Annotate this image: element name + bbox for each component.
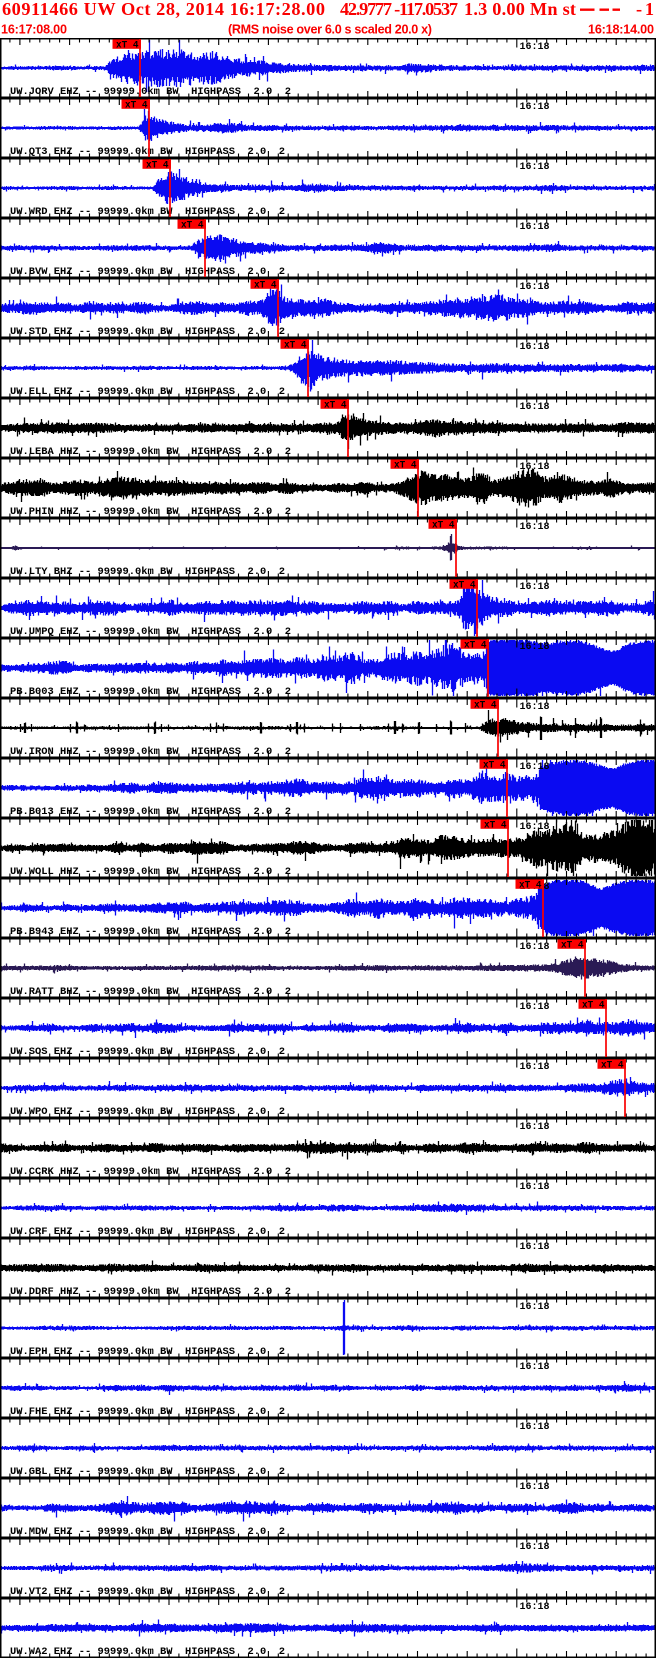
svg-text:PB.B943 EHZ -- 99999.0km BW H: PB.B943 EHZ -- 99999.0km BW HIGHPASS 2.0… xyxy=(10,926,291,938)
svg-text:16:17:08.00: 16:17:08.00 xyxy=(1,23,67,37)
svg-text:xT 4: xT 4 xyxy=(464,640,487,651)
svg-text:xT 4: xT 4 xyxy=(483,760,506,771)
svg-text:xT 4: xT 4 xyxy=(181,220,204,231)
svg-text:UW.WOLL HHZ -- 99999.0km BW H: UW.WOLL HHZ -- 99999.0km BW HIGHPASS 2.0… xyxy=(10,866,291,878)
svg-text:UW.LEBA HHZ -- 99999.0km BW H: UW.LEBA HHZ -- 99999.0km BW HIGHPASS 2.0… xyxy=(10,446,291,458)
svg-text:xT 4: xT 4 xyxy=(254,280,277,291)
svg-text:PB.B013 EHZ -- 99999.0km BW H: PB.B013 EHZ -- 99999.0km BW HIGHPASS 2.0… xyxy=(10,806,291,818)
svg-text:xT 4: xT 4 xyxy=(561,940,584,951)
svg-text:UW.STD EHZ -- 99999.0km BW HI: UW.STD EHZ -- 99999.0km BW HIGHPASS 2.0 … xyxy=(10,326,285,338)
svg-text:UW.WRD EHZ -- 99999.0km BW HI: UW.WRD EHZ -- 99999.0km BW HIGHPASS 2.0 … xyxy=(10,206,285,218)
svg-text:UW.DDRF HHZ -- 99999.0km BW H: UW.DDRF HHZ -- 99999.0km BW HIGHPASS 2.0… xyxy=(10,1286,291,1298)
svg-text:UW.SOS EHZ -- 99999.0km BW HI: UW.SOS EHZ -- 99999.0km BW HIGHPASS 2.0 … xyxy=(10,1046,285,1058)
svg-text:xT 4: xT 4 xyxy=(484,820,507,831)
svg-text:UW.CCRK HHZ -- 99999.0km BW H: UW.CCRK HHZ -- 99999.0km BW HIGHPASS 2.0… xyxy=(10,1166,291,1178)
svg-text:xT 4: xT 4 xyxy=(116,40,139,51)
svg-text:UW.FHE EHZ -- 99999.0km BW HI: UW.FHE EHZ -- 99999.0km BW HIGHPASS 2.0 … xyxy=(10,1406,285,1418)
svg-text:UW.JORV EHZ -- 99999.0km BW H: UW.JORV EHZ -- 99999.0km BW HIGHPASS 2.0… xyxy=(10,86,291,98)
svg-text:xT 4: xT 4 xyxy=(324,400,347,411)
svg-text:xT 4: xT 4 xyxy=(519,880,542,891)
svg-text:UW.EPH EHZ -- 99999.0km BW HI: UW.EPH EHZ -- 99999.0km BW HIGHPASS 2.0 … xyxy=(10,1346,285,1358)
svg-text:UW.CRF EHZ -- 99999.0km BW HI: UW.CRF EHZ -- 99999.0km BW HIGHPASS 2.0 … xyxy=(10,1226,285,1238)
svg-text:UW.BVW EHZ -- 99999.0km BW HI: UW.BVW EHZ -- 99999.0km BW HIGHPASS 2.0 … xyxy=(10,266,285,278)
svg-text:UW.ELL EHZ -- 99999.0km BW HI: UW.ELL EHZ -- 99999.0km BW HIGHPASS 2.0 … xyxy=(10,386,285,398)
svg-text:UW.MDW EHZ -- 99999.0km BW HI: UW.MDW EHZ -- 99999.0km BW HIGHPASS 2.0 … xyxy=(10,1526,285,1538)
svg-text:UW.IRON HHZ -- 99999.0km BW H: UW.IRON HHZ -- 99999.0km BW HIGHPASS 2.0… xyxy=(10,746,291,758)
svg-text:UW.QT3 EHZ -- 99999.0km BW HI: UW.QT3 EHZ -- 99999.0km BW HIGHPASS 2.0 … xyxy=(10,146,285,158)
svg-text:UW.PHIN HHZ -- 99999.0km BW H: UW.PHIN HHZ -- 99999.0km BW HIGHPASS 2.0… xyxy=(10,506,291,518)
svg-text:UW.WPO EHZ -- 99999.0km BW HI: UW.WPO EHZ -- 99999.0km BW HIGHPASS 2.0 … xyxy=(10,1106,285,1118)
svg-text:xT 4: xT 4 xyxy=(432,520,455,531)
svg-text:xT 4: xT 4 xyxy=(601,1060,624,1071)
svg-text:(RMS noise over 6.0 s scaled 2: (RMS noise over 6.0 s scaled 20.0 x) xyxy=(228,23,432,37)
svg-text:xT 4: xT 4 xyxy=(146,160,169,171)
svg-text:UW.LTY BHZ -- 99999.0km BW HI: UW.LTY BHZ -- 99999.0km BW HIGHPASS 2.0 … xyxy=(10,566,285,578)
svg-text:UW.GBL EHZ -- 99999.0km BW HI: UW.GBL EHZ -- 99999.0km BW HIGHPASS 2.0 … xyxy=(10,1466,285,1478)
svg-text:UW.VT2 EHZ -- 99999.0km BW HI: UW.VT2 EHZ -- 99999.0km BW HIGHPASS 2.0 … xyxy=(10,1586,285,1598)
svg-text:xT 4: xT 4 xyxy=(394,460,417,471)
svg-text:16:18:14.00: 16:18:14.00 xyxy=(588,23,654,37)
svg-text:xT 4: xT 4 xyxy=(474,700,497,711)
svg-text:xT 4: xT 4 xyxy=(453,580,476,591)
svg-text:xT 4: xT 4 xyxy=(284,340,307,351)
svg-text:xT 4: xT 4 xyxy=(582,1000,605,1011)
svg-text:UW.WA2 EHZ -- 99999.0km BW HI: UW.WA2 EHZ -- 99999.0km BW HIGHPASS 2.0 … xyxy=(10,1646,285,1658)
svg-text:PB.B003 EHZ -- 99999.0km BW H: PB.B003 EHZ -- 99999.0km BW HIGHPASS 2.0… xyxy=(10,686,291,698)
svg-text:60911466 UW Oct 28, 2014 16:17: 60911466 UW Oct 28, 2014 16:17:28.00 42.9… xyxy=(2,0,654,19)
svg-text:xT 4: xT 4 xyxy=(125,100,148,111)
svg-text:UW.RATT BHZ -- 99999.0km BW H: UW.RATT BHZ -- 99999.0km BW HIGHPASS 2.0… xyxy=(10,986,291,998)
svg-text:UW.UMPQ EHZ -- 99999.0km BW H: UW.UMPQ EHZ -- 99999.0km BW HIGHPASS 2.0… xyxy=(10,626,291,638)
